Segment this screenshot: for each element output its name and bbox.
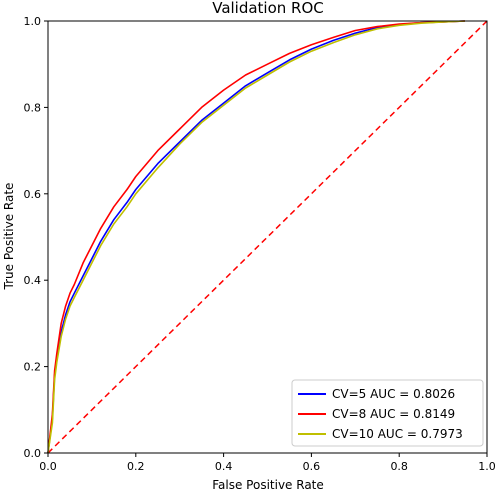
y-tick-label: 0.0 <box>24 447 42 460</box>
reference-layer <box>47 20 488 454</box>
roc-line-series-3 <box>47 20 466 454</box>
reference-diagonal-line <box>47 20 488 454</box>
chart-title: Validation ROC <box>212 0 324 17</box>
y-tick-label: 0.8 <box>24 101 42 114</box>
legend-entries: CV=5 AUC = 0.8026 CV=8 AUC = 0.8149 CV=10 … <box>298 387 463 441</box>
x-tick-label: 0.2 <box>127 460 145 473</box>
legend-label-series-2: CV=8 AUC = 0.8149 <box>332 407 455 421</box>
x-tick-label: 0.0 <box>39 460 57 473</box>
legend: CV=5 AUC = 0.8026 CV=8 AUC = 0.8149 CV=10 … <box>291 379 484 447</box>
y-tick-label: 0.4 <box>24 274 42 287</box>
series-layer <box>47 20 466 454</box>
y-axis-label: True Positive Rate <box>2 183 16 291</box>
axes-layer <box>47 20 488 454</box>
ticks-layer: 0.0 0.2 0.4 0.6 0.8 1.0 0.0 0.2 0.4 0.6 0.8 1.0 <box>24 15 496 473</box>
roc-line-series-2 <box>47 20 466 454</box>
x-axis-label: False Positive Rate <box>212 478 324 492</box>
legend-label-series-1: CV=5 AUC = 0.8026 <box>332 387 455 401</box>
legend-label-series-3: CV=10 AUC = 0.7973 <box>332 427 463 441</box>
x-tick-label: 0.4 <box>215 460 233 473</box>
y-tick-label: 0.2 <box>24 361 42 374</box>
x-tick-label: 0.8 <box>390 460 408 473</box>
y-tick-label: 1.0 <box>24 15 42 28</box>
plot-frame <box>47 20 488 454</box>
legend-box <box>291 379 484 447</box>
roc-line-series-1 <box>47 20 466 454</box>
x-tick-label: 0.6 <box>303 460 321 473</box>
x-tick-label: 1.0 <box>478 460 496 473</box>
y-tick-label: 0.6 <box>24 188 42 201</box>
